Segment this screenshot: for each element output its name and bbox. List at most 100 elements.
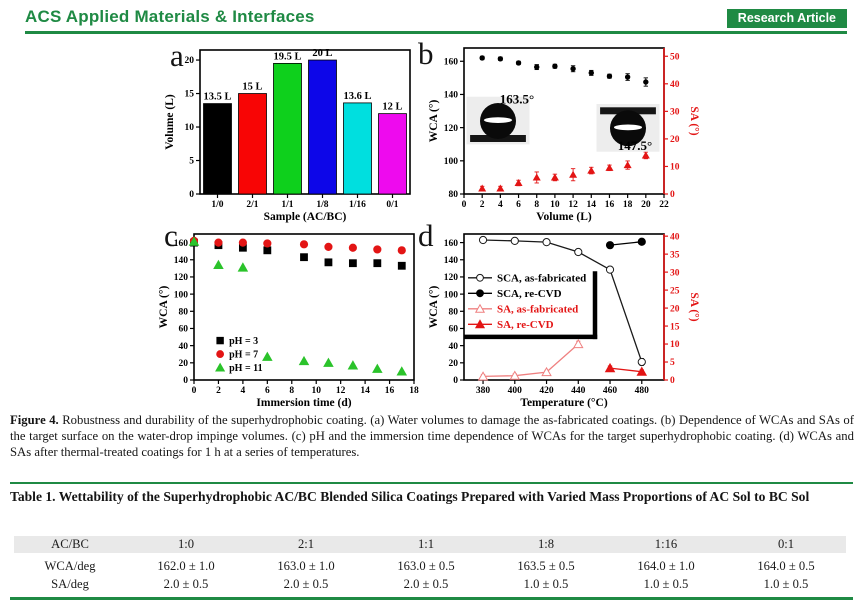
svg-text:140: 140 [444,256,459,266]
scatter-chart-wca-vs-immersion-time: 0 20 40 60 80 100 120 140 160 WCA (°) 0 2 4 6 8 10 12 14 1… [158,233,419,409]
svg-text:120: 120 [444,124,459,134]
svg-text:80: 80 [449,190,459,200]
svg-text:140: 140 [174,256,189,266]
svg-text:15 L: 15 L [242,82,262,93]
svg-text:12 L: 12 L [382,102,402,113]
svg-text:12: 12 [568,200,578,210]
svg-text:0: 0 [670,190,675,200]
svg-text:13.5 L: 13.5 L [203,92,231,103]
table-header-cell: 2:1 [297,537,315,551]
panel-d: d 0 20 40 60 80 100 120 140 160 WCA (°) 0 5 10 15 20 25… [418,220,722,410]
svg-text:0: 0 [189,190,194,200]
table-title: Table 1. Wettability of the Superhydroph… [10,489,810,504]
table-cell: 1.0 ± 0.5 [523,576,569,591]
svg-text:Volume (L): Volume (L) [536,211,592,223]
table-header-row: AC/BC 1:0 2:1 1:1 1:8 1:16 0:1 [14,536,846,553]
svg-text:19.5 L: 19.5 L [273,51,301,62]
svg-text:1/16: 1/16 [349,200,366,210]
svg-text:1/8: 1/8 [316,200,328,210]
svg-text:0/1: 0/1 [386,200,398,210]
svg-text:2: 2 [216,386,221,396]
table-cell: 2.0 ± 0.5 [283,576,329,591]
panel-letter-b: b [418,36,434,71]
svg-text:4: 4 [241,386,246,396]
svg-text:SA (°): SA (°) [688,106,700,135]
table-cell: 2.0 ± 0.5 [403,576,449,591]
svg-text:163.5°: 163.5° [500,91,534,106]
table-row: WCA/deg 162.0 ± 1.0 163.0 ± 1.0 163.0 ± 0.5… [14,557,846,575]
svg-text:6: 6 [265,386,270,396]
svg-text:4: 4 [498,200,503,210]
svg-text:16: 16 [385,386,395,396]
svg-text:20: 20 [641,200,651,210]
svg-text:13.6 L: 13.6 L [343,91,371,102]
figure-caption-text: Robustness and durability of the superhy… [10,413,854,459]
svg-text:20: 20 [185,56,195,66]
figure-caption-label: Figure 4. [10,413,59,427]
svg-text:50: 50 [670,52,680,62]
panel-a: a 0 5 10 15 20 Volume (L) 1/0 13.5 L 2/1 15 L 1/1 1… [138,38,430,224]
svg-text:20: 20 [179,359,189,369]
svg-text:30: 30 [670,108,680,118]
svg-text:120: 120 [174,273,189,283]
svg-text:14: 14 [587,200,597,210]
svg-text:22: 22 [659,200,669,210]
svg-text:20: 20 [449,359,459,369]
svg-text:18: 18 [623,200,633,210]
figure-caption: Figure 4. Robustness and durability of t… [10,412,854,460]
svg-text:SCA, as-fabricated: SCA, as-fabricated [497,272,586,284]
svg-text:0: 0 [670,376,675,386]
panel-c: c 0 20 40 60 80 100 120 140 160 WCA (°) 0 2 4 6 8 10 12 1… [138,220,430,410]
svg-text:30: 30 [670,268,680,278]
table-cell: 164.0 ± 0.5 [757,558,815,573]
journal-title: ACS Applied Materials & Interfaces [25,7,315,26]
svg-text:12: 12 [336,386,346,396]
svg-text:pH = 7: pH = 7 [229,350,258,361]
table-cell: 163.0 ± 1.0 [277,558,335,573]
svg-text:WCA (°): WCA (°) [428,100,440,143]
svg-text:15: 15 [670,322,680,332]
bottom-rule [10,597,853,600]
svg-text:60: 60 [179,325,189,335]
svg-text:SA (°): SA (°) [688,292,700,321]
svg-text:120: 120 [444,273,459,283]
table-header-cell: 0:1 [777,537,795,551]
svg-text:20: 20 [670,135,680,145]
line-chart-wca-sa-vs-temperature: 0 20 40 60 80 100 120 140 160 WCA (°) 0 5 10 15 20 25 30… [428,232,700,409]
svg-text:10: 10 [311,386,321,396]
svg-text:SCA, re-CVD: SCA, re-CVD [497,288,562,300]
svg-text:2: 2 [480,200,485,210]
svg-text:420: 420 [539,386,554,396]
svg-text:20 L: 20 L [312,48,332,59]
svg-text:160: 160 [444,57,459,67]
panel-letter-c: c [164,218,178,253]
svg-text:SA, as-fabricated: SA, as-fabricated [497,303,578,315]
figure-4: a 0 5 10 15 20 Volume (L) 1/0 13.5 L 2/1 15 L 1/1 1… [138,38,722,410]
svg-text:WCA (°): WCA (°) [158,286,170,329]
table-cell: 163.0 ± 0.5 [397,558,455,573]
svg-text:10: 10 [670,340,680,350]
svg-text:80: 80 [179,307,189,317]
svg-text:25: 25 [670,286,680,296]
svg-text:460: 460 [603,386,618,396]
svg-text:380: 380 [476,386,491,396]
svg-text:0: 0 [183,376,188,386]
svg-text:10: 10 [550,200,560,210]
svg-text:SA, re-CVD: SA, re-CVD [497,319,554,331]
table-cell: WCA/deg [44,558,96,573]
table-cell: 1.0 ± 0.5 [763,576,809,591]
svg-text:100: 100 [444,157,459,167]
svg-text:15: 15 [185,90,195,100]
svg-text:Sample (AC/BC): Sample (AC/BC) [264,211,347,223]
svg-text:14: 14 [360,386,370,396]
svg-text:1/0: 1/0 [211,200,223,210]
svg-text:pH = 11: pH = 11 [229,363,263,374]
svg-text:8: 8 [534,200,539,210]
svg-text:5: 5 [189,157,194,167]
svg-text:0: 0 [462,200,467,210]
svg-text:440: 440 [571,386,586,396]
table-row: SA/deg 2.0 ± 0.5 2.0 ± 0.5 2.0 ± 0.5 1.0 ± 0… [14,575,846,593]
svg-text:160: 160 [444,239,459,249]
table-1: AC/BC 1:0 2:1 1:1 1:8 1:16 0:1 WCA/deg 162.0 ± 1… [14,536,846,593]
